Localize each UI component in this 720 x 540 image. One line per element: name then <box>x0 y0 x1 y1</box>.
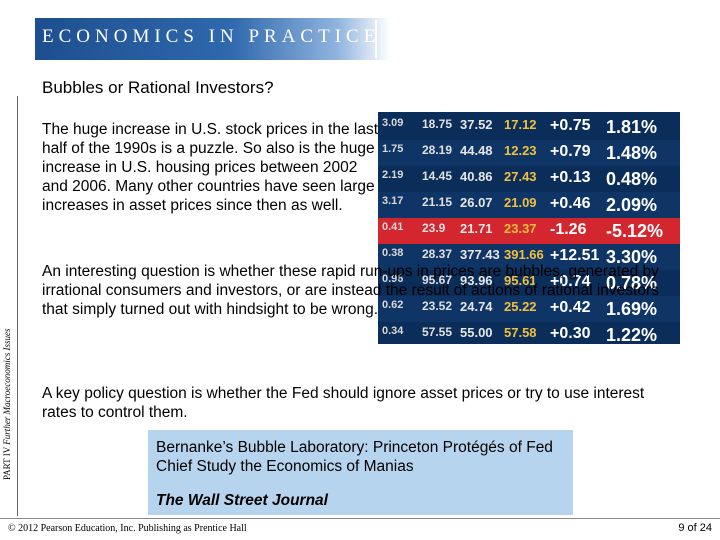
stock-board-cell: 0.96 <box>382 273 404 285</box>
stock-board-cell: 95.61 <box>504 273 537 288</box>
stock-board-cell: 95.67 <box>422 273 453 287</box>
paragraph-policy: A key policy question is whether the Fed… <box>42 385 645 421</box>
stock-board-cell: 3.30% <box>606 247 658 267</box>
section-title: ECONOMICS IN PRACTICE <box>42 26 381 47</box>
paragraph-question: An interesting question is whether these… <box>42 263 659 318</box>
stock-board-cell: 12.23 <box>504 143 537 158</box>
quote-headline: Bernanke’s Bubble Laboratory: Princeton … <box>156 439 553 475</box>
stock-board-cell: 93.96 <box>460 273 493 288</box>
stock-board-cell: +0.74 <box>550 273 591 290</box>
stock-board-cell: +0.75 <box>550 117 591 134</box>
stock-board-cell: +0.13 <box>550 169 591 186</box>
stock-board-cell: -5.12% <box>606 221 664 241</box>
stock-board-cell: 391.66 <box>504 247 544 262</box>
stock-board-cell: 28.19 <box>422 143 453 157</box>
stock-board-row: 3.09 18.75 37.52 17.12 +0.75 1.81% <box>378 114 680 143</box>
part-label-lead: PART IV <box>2 446 12 480</box>
stock-board-cell: 0.78% <box>606 273 658 293</box>
copyright-text: © 2012 Pearson Education, Inc. Publishin… <box>8 523 247 534</box>
stock-board-cell: 0.41 <box>382 221 404 233</box>
stock-board-cell: +0.42 <box>550 299 591 316</box>
stock-board-cell: 24.74 <box>460 299 493 314</box>
stock-board-cell: 1.48% <box>606 143 658 163</box>
stock-board-row: 2.19 14.45 40.86 27.43 +0.13 0.48% <box>378 166 680 195</box>
stock-board-row: 0.96 95.67 93.96 95.61 +0.74 0.78% <box>378 270 680 299</box>
stock-board-cell: 0.34 <box>382 325 404 337</box>
stock-board-cell: 0.48% <box>606 169 658 189</box>
stock-board-cell: 21.09 <box>504 195 537 210</box>
stock-board-photo: 3.09 18.75 37.52 17.12 +0.75 1.81% 1.75 28.19 44… <box>378 112 680 344</box>
stock-board-cell: 2.09% <box>606 195 658 215</box>
stock-board-cell: 23.9 <box>422 221 446 235</box>
stock-board-cell: 14.45 <box>422 169 453 183</box>
stock-board-cell: 25.22 <box>504 299 537 314</box>
side-divider <box>17 96 18 516</box>
stock-board-cell: 0.62 <box>382 299 404 311</box>
stock-board-cell: 23.37 <box>504 221 537 236</box>
stock-board-row: 0.38 28.37 377.43 391.66 +12.51 3.30% <box>378 244 680 273</box>
stock-board-cell: 27.43 <box>504 169 537 184</box>
stock-board-cell: 2.19 <box>382 169 404 181</box>
header-band <box>35 18 390 60</box>
page-number: 9 of 24 <box>678 522 712 534</box>
stock-board-cell: 55.00 <box>460 325 493 340</box>
stock-board-cell: 1.69% <box>606 299 658 319</box>
stock-board-row: 0.41 23.9 21.71 23.37 -1.26 -5.12% <box>378 218 680 247</box>
quote-box: Bernanke’s Bubble Laboratory: Princeton … <box>148 430 573 515</box>
stock-board-cell: +12.51 <box>550 247 600 264</box>
stock-board-cell: 18.75 <box>422 117 453 131</box>
stock-board-row: 1.75 28.19 44.48 12.23 +0.79 1.48% <box>378 140 680 169</box>
stock-board-cell: +0.46 <box>550 195 591 212</box>
stock-board-cell: 1.81% <box>606 117 658 137</box>
footer-divider <box>0 518 720 519</box>
part-label: PART IV Further Macroeconomics Issues <box>2 280 14 480</box>
stock-board-cell: 377.43 <box>460 247 500 262</box>
stock-board-cell: -1.26 <box>550 221 587 238</box>
stock-board-cell: +0.30 <box>550 325 591 342</box>
quote-source: The Wall Street Journal <box>156 492 328 509</box>
stock-board-cell: 37.52 <box>460 117 493 132</box>
stock-board-cell: 23.52 <box>422 299 453 313</box>
stock-board-cell: 17.12 <box>504 117 537 132</box>
slide-subtitle: Bubbles or Rational Investors? <box>42 78 274 97</box>
stock-board-row: 3.17 21.15 26.07 21.09 +0.46 2.09% <box>378 192 680 221</box>
part-label-title: Further Macroeconomics Issues <box>2 328 12 445</box>
stock-board-cell: 1.75 <box>382 143 404 155</box>
stock-board-cell: 40.86 <box>460 169 493 184</box>
stock-board-cell: 3.09 <box>382 117 404 129</box>
stock-board-cell: 1.22% <box>606 325 658 344</box>
stock-board-cell: 57.55 <box>422 325 453 339</box>
stock-board-cell: 26.07 <box>460 195 493 210</box>
stock-board-row: 0.34 57.55 55.00 57.58 +0.30 1.22% <box>378 322 680 344</box>
stock-board-cell: 44.48 <box>460 143 493 158</box>
stock-board-cell: +0.79 <box>550 143 591 160</box>
paragraph-intro: The huge increase in U.S. stock prices i… <box>42 121 378 214</box>
header-divider <box>375 20 377 58</box>
stock-board-cell: 21.15 <box>422 195 453 209</box>
stock-board-cell: 28.37 <box>422 247 453 261</box>
stock-board-cell: 3.17 <box>382 195 404 207</box>
stock-board-cell: 57.58 <box>504 325 537 340</box>
stock-board-cell: 21.71 <box>460 221 493 236</box>
stock-board-cell: 0.38 <box>382 247 404 259</box>
stock-board-row: 0.62 23.52 24.74 25.22 +0.42 1.69% <box>378 296 680 325</box>
